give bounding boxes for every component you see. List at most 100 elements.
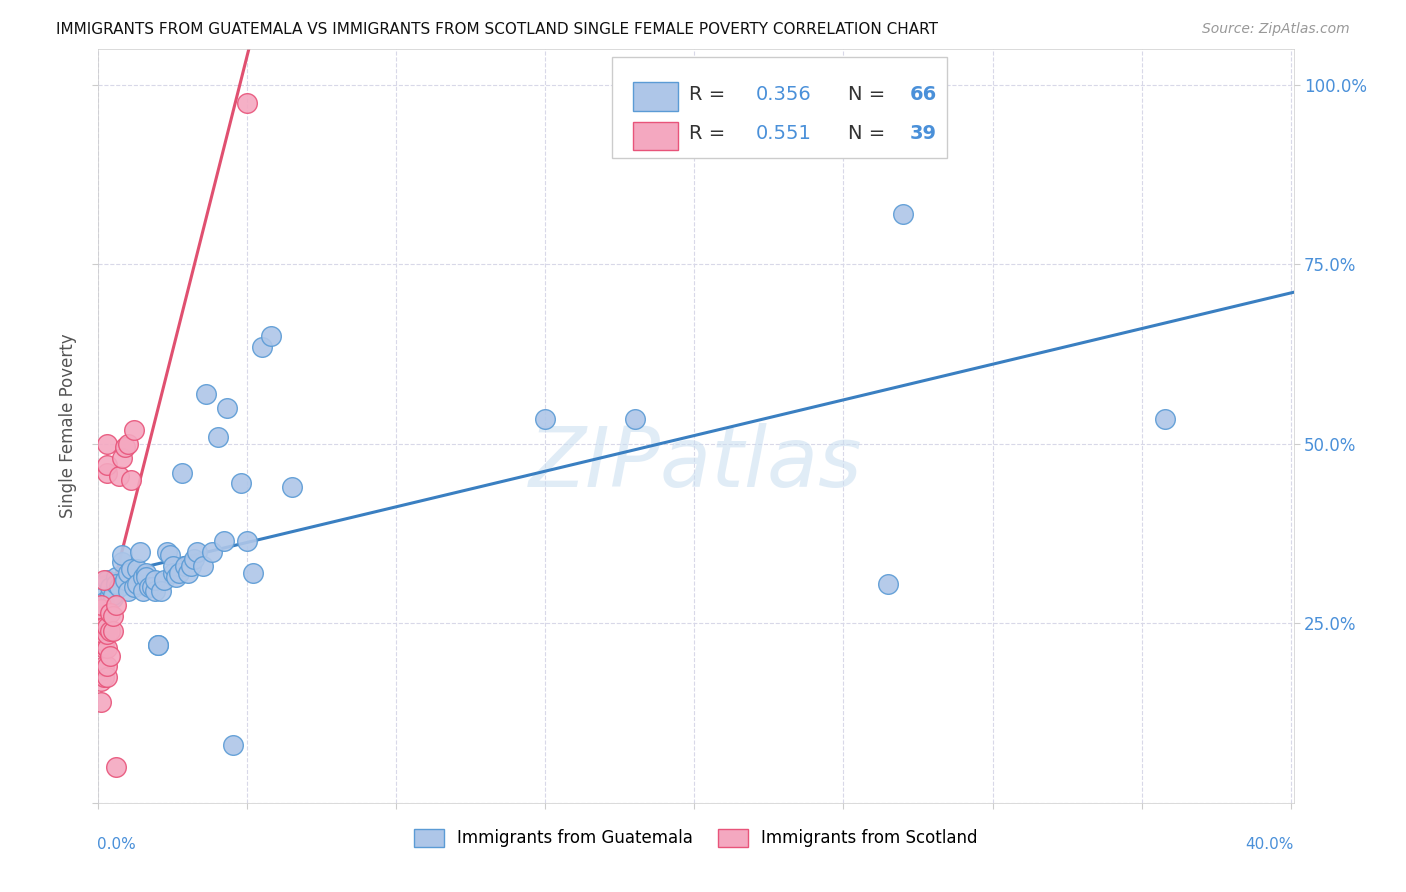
- Point: [877, 577, 900, 591]
- Point: [170, 466, 193, 480]
- Text: R =: R =: [689, 85, 731, 103]
- Point: [96, 458, 118, 473]
- Point: [127, 577, 149, 591]
- Text: 66: 66: [910, 85, 938, 103]
- Point: [260, 329, 283, 343]
- Point: [98, 581, 121, 595]
- Text: N =: N =: [848, 124, 891, 144]
- Point: [96, 606, 118, 620]
- Point: [96, 574, 118, 588]
- Point: [90, 602, 112, 616]
- Point: [120, 562, 142, 576]
- Point: [1154, 411, 1177, 425]
- Point: [132, 570, 155, 584]
- Point: [96, 627, 118, 641]
- Point: [111, 451, 134, 466]
- Point: [135, 570, 157, 584]
- Point: [146, 638, 169, 652]
- Point: [93, 638, 115, 652]
- Point: [96, 641, 118, 656]
- Point: [105, 760, 128, 774]
- Point: [111, 555, 134, 569]
- Text: ZIPatlas: ZIPatlas: [529, 423, 863, 504]
- Legend: Immigrants from Guatemala, Immigrants from Scotland: Immigrants from Guatemala, Immigrants fr…: [413, 829, 979, 847]
- Point: [93, 659, 115, 673]
- Point: [127, 562, 149, 576]
- Point: [236, 533, 259, 548]
- Point: [252, 340, 274, 354]
- Point: [117, 437, 139, 451]
- Point: [114, 441, 136, 455]
- Point: [153, 574, 176, 588]
- Point: [117, 584, 139, 599]
- Point: [177, 566, 200, 580]
- FancyBboxPatch shape: [633, 122, 678, 151]
- Point: [93, 670, 115, 684]
- Point: [98, 624, 121, 638]
- Point: [167, 566, 190, 580]
- Point: [90, 609, 112, 624]
- Point: [624, 411, 647, 425]
- Point: [93, 620, 115, 634]
- Point: [122, 423, 145, 437]
- FancyBboxPatch shape: [633, 82, 678, 111]
- Point: [143, 584, 166, 599]
- Point: [891, 207, 914, 221]
- Point: [194, 386, 217, 401]
- Point: [105, 570, 128, 584]
- Point: [96, 437, 118, 451]
- Point: [180, 558, 202, 573]
- Point: [98, 648, 121, 663]
- Text: R =: R =: [689, 124, 731, 144]
- Point: [103, 609, 125, 624]
- Point: [534, 411, 557, 425]
- Point: [90, 638, 112, 652]
- Point: [215, 401, 238, 415]
- Text: N =: N =: [848, 85, 891, 103]
- Point: [122, 581, 145, 595]
- Point: [103, 588, 125, 602]
- Point: [117, 566, 139, 580]
- Point: [96, 670, 118, 684]
- Point: [212, 533, 235, 548]
- Point: [108, 469, 131, 483]
- Y-axis label: Single Female Poverty: Single Female Poverty: [59, 334, 77, 518]
- Point: [207, 430, 229, 444]
- Point: [105, 599, 128, 613]
- Text: 0.0%: 0.0%: [97, 837, 136, 852]
- Point: [146, 638, 169, 652]
- Point: [108, 581, 131, 595]
- Point: [96, 620, 118, 634]
- Point: [96, 466, 118, 480]
- Point: [105, 577, 128, 591]
- Point: [183, 551, 205, 566]
- Point: [93, 599, 115, 613]
- Point: [201, 544, 224, 558]
- Point: [90, 695, 112, 709]
- Point: [156, 544, 179, 558]
- Point: [120, 473, 142, 487]
- Point: [231, 476, 253, 491]
- Text: 0.356: 0.356: [756, 85, 811, 103]
- Point: [93, 634, 115, 648]
- Text: Source: ZipAtlas.com: Source: ZipAtlas.com: [1202, 22, 1350, 37]
- Point: [150, 584, 173, 599]
- Point: [111, 548, 134, 562]
- Point: [159, 548, 181, 562]
- Text: 39: 39: [910, 124, 936, 144]
- Point: [186, 544, 208, 558]
- Point: [236, 95, 259, 110]
- Point: [103, 624, 125, 638]
- Point: [90, 602, 112, 616]
- Point: [281, 480, 304, 494]
- Point: [90, 620, 112, 634]
- Point: [135, 566, 157, 580]
- Point: [93, 595, 115, 609]
- Point: [90, 599, 112, 613]
- Text: 0.551: 0.551: [756, 124, 811, 144]
- Point: [162, 566, 184, 580]
- Point: [93, 574, 115, 588]
- Point: [96, 659, 118, 673]
- Point: [162, 558, 184, 573]
- Point: [143, 574, 166, 588]
